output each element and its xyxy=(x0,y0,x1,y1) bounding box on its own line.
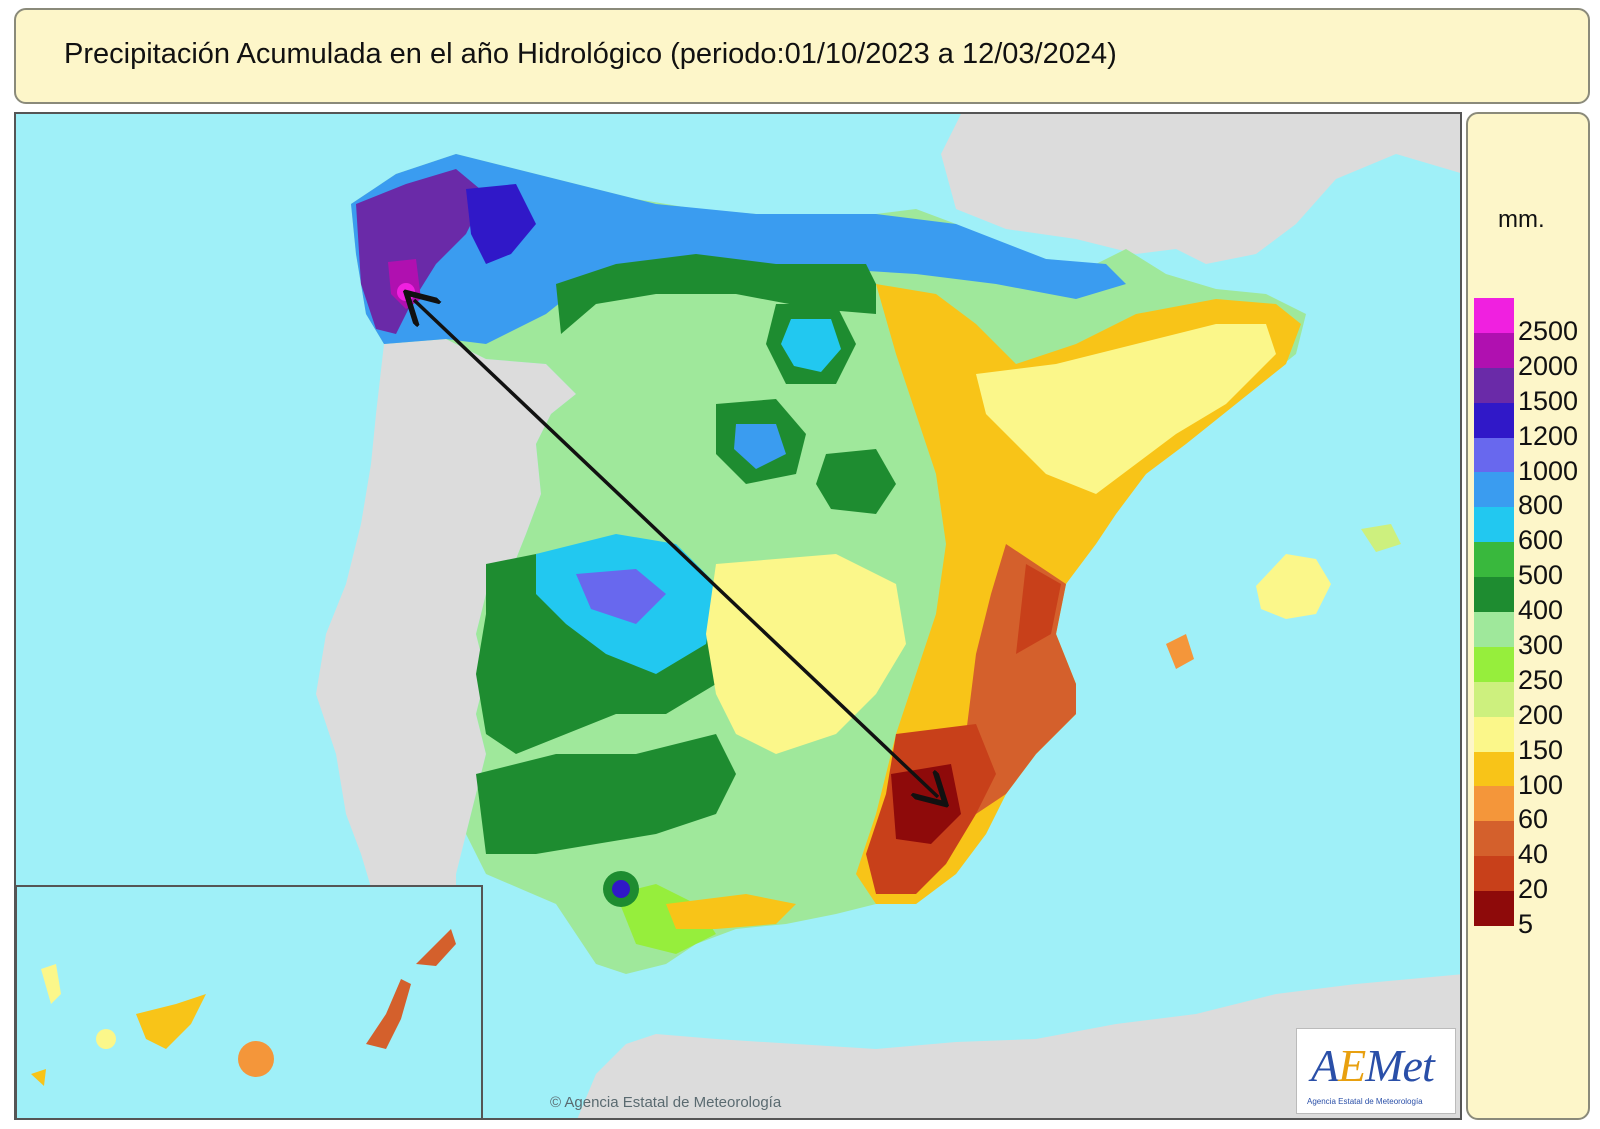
ibiza xyxy=(1166,634,1194,669)
legend-swatches xyxy=(1474,298,1514,927)
legend-label: 40 xyxy=(1518,839,1549,870)
legend-swatch xyxy=(1474,646,1514,682)
zone-malaga-100 xyxy=(666,894,796,929)
legend-label: 250 xyxy=(1518,664,1564,695)
copyright-text: © Agencia Estatal de Meteorología xyxy=(550,1094,782,1111)
legend-swatch xyxy=(1474,612,1514,647)
legend-label: 1200 xyxy=(1518,420,1579,451)
double-arrow xyxy=(414,300,938,797)
legend-label: 500 xyxy=(1518,560,1564,591)
zone-grazalema-1200 xyxy=(612,880,630,898)
spain-precipitation-map xyxy=(16,114,1460,1118)
legend-unit: mm. xyxy=(1498,206,1545,233)
island-fuerteventura xyxy=(366,979,411,1049)
zone-galicia-1500 xyxy=(356,169,486,334)
legend-label: 2000 xyxy=(1518,350,1579,381)
map-title: Precipitación Acumulada en el año Hidrol… xyxy=(64,38,1117,70)
island-la-gomera xyxy=(96,1029,116,1049)
legend-label: 60 xyxy=(1518,804,1549,835)
legend-swatch xyxy=(1474,856,1514,892)
legend-swatch xyxy=(1474,332,1514,368)
legend-label: 1000 xyxy=(1518,455,1579,486)
legend-label: 300 xyxy=(1518,630,1564,661)
zone-north-1200 xyxy=(466,184,536,264)
legend-label: 200 xyxy=(1518,699,1564,730)
title-box: Precipitación Acumulada en el año Hidrol… xyxy=(14,8,1590,104)
legend-label: 100 xyxy=(1518,769,1564,800)
legend-labels: 2500 2000 1500 1200 1000 800 600 500 400 300 250 20… xyxy=(1518,314,1578,942)
africa-land xyxy=(577,974,1460,1118)
legend-label: 5 xyxy=(1518,909,1534,940)
legend-swatch xyxy=(1474,786,1514,822)
legend-swatch xyxy=(1474,507,1514,543)
aemet-logo-word: AEMet xyxy=(1311,1040,1435,1091)
legend-swatch xyxy=(1474,716,1514,752)
legend-swatch xyxy=(1474,577,1514,613)
legend-swatch xyxy=(1474,402,1514,438)
legend: mm. 2500 2000 1500 1200 1000 800 600 500 400 300 2… xyxy=(1466,112,1590,1120)
legend-swatch xyxy=(1474,681,1514,717)
legend-swatch xyxy=(1474,821,1514,857)
legend-swatch xyxy=(1474,437,1514,473)
zone-valencia-20 xyxy=(1016,564,1061,654)
legend-swatch xyxy=(1474,472,1514,508)
island-gran-canaria xyxy=(238,1041,274,1077)
legend-swatch xyxy=(1474,542,1514,578)
legend-label: 150 xyxy=(1518,734,1564,765)
legend-label: 600 xyxy=(1518,525,1564,556)
legend-label: 1500 xyxy=(1518,385,1579,416)
legend-label: 2500 xyxy=(1518,316,1579,346)
legend-swatch xyxy=(1474,751,1514,787)
france-land xyxy=(941,114,1460,264)
mallorca xyxy=(1256,554,1331,619)
zone-galicia-2500 xyxy=(397,283,415,301)
zone-catalonia-150 xyxy=(976,324,1276,494)
legend-swatch xyxy=(1474,367,1514,403)
legend-swatch xyxy=(1474,298,1514,333)
island-tenerife xyxy=(136,994,206,1049)
map-area xyxy=(14,112,1462,1120)
aemet-logo: AEMet Agencia Estatal de Meteorología xyxy=(1296,1028,1456,1114)
legend-label: 800 xyxy=(1518,490,1564,521)
aemet-logo-subtitle: Agencia Estatal de Meteorología xyxy=(1307,1097,1423,1106)
island-lanzarote xyxy=(416,929,456,966)
legend-label: 20 xyxy=(1518,874,1549,905)
island-la-palma xyxy=(41,964,61,1004)
legend-label: 400 xyxy=(1518,595,1564,626)
island-el-hierro xyxy=(31,1069,46,1086)
canary-inset xyxy=(16,885,483,1118)
legend-swatch xyxy=(1474,891,1514,927)
menorca xyxy=(1361,524,1401,552)
